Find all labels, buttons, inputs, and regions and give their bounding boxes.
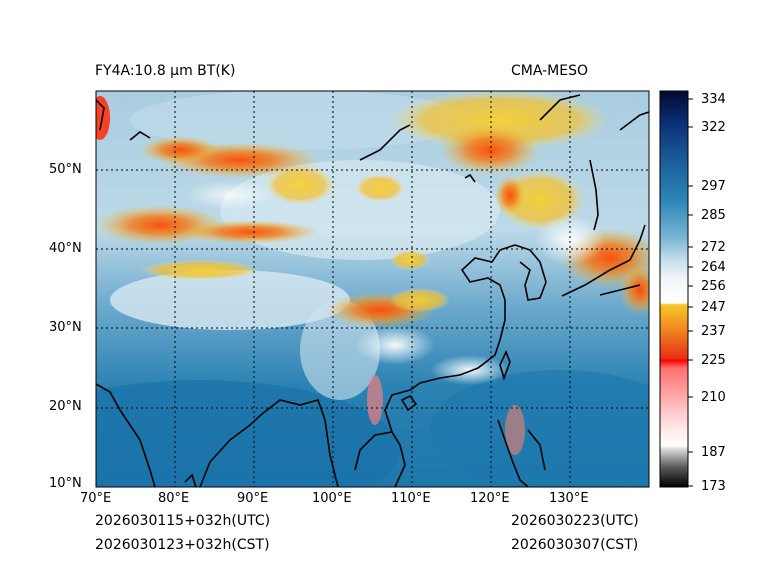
cb-tick-237: 237 bbox=[701, 324, 726, 339]
lat-tick-30: 30°N bbox=[49, 320, 82, 335]
cb-tick-225: 225 bbox=[701, 353, 726, 368]
lon-tick-90: 90°E bbox=[237, 491, 269, 506]
cb-tick-264: 264 bbox=[701, 260, 726, 275]
lon-tick-120: 120°E bbox=[470, 491, 510, 506]
init-time-utc: 2026030115+032h(UTC) bbox=[95, 513, 271, 529]
cb-tick-187: 187 bbox=[701, 445, 726, 460]
lon-tick-100: 100°E bbox=[312, 491, 352, 506]
valid-time-utc: 2026030223(UTC) bbox=[511, 513, 639, 529]
lat-tick-50: 50°N bbox=[49, 162, 82, 177]
bt-field bbox=[96, 91, 649, 487]
lon-tick-130: 130°E bbox=[549, 491, 589, 506]
valid-time-cst: 2026030307(CST) bbox=[511, 537, 639, 553]
cb-tick-210: 210 bbox=[701, 390, 726, 405]
cb-tick-173: 173 bbox=[701, 479, 726, 494]
cb-tick-322: 322 bbox=[701, 120, 726, 135]
cb-tick-285: 285 bbox=[701, 208, 726, 223]
lon-tick-70: 70°E bbox=[80, 491, 112, 506]
cb-tick-297: 297 bbox=[701, 179, 726, 194]
init-time-cst: 2026030123+032h(CST) bbox=[95, 537, 270, 553]
model-name: CMA-MESO bbox=[511, 63, 589, 79]
cb-tick-247: 247 bbox=[701, 300, 726, 315]
lat-tick-20: 20°N bbox=[49, 399, 82, 414]
cb-tick-256: 256 bbox=[701, 279, 726, 294]
lat-tick-40: 40°N bbox=[49, 241, 82, 256]
cb-tick-334: 334 bbox=[701, 92, 726, 107]
lat-tick-10: 10°N bbox=[49, 476, 82, 491]
map-title: FY4A:10.8 μm BT(K) bbox=[95, 63, 236, 79]
colorbar bbox=[659, 90, 689, 488]
lon-tick-80: 80°E bbox=[158, 491, 190, 506]
map-frame bbox=[95, 90, 650, 488]
lon-tick-110: 110°E bbox=[391, 491, 431, 506]
cb-tick-272: 272 bbox=[701, 240, 726, 255]
